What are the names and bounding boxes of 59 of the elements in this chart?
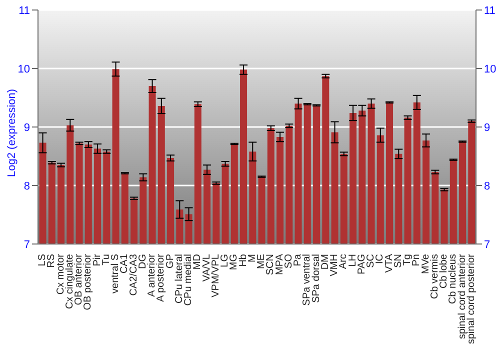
x-tick-label: VA/VL: [201, 254, 212, 282]
x-tick-label: GP: [164, 254, 176, 268]
y2-tick-label: 11: [484, 4, 496, 17]
y2-tick-label: 7: [484, 238, 490, 251]
x-tick-label: SPa dorsal: [310, 254, 322, 303]
x-tick-label: Tg: [402, 254, 414, 266]
x-tick-label: OB posterior: [82, 253, 94, 310]
x-tick-label: MD: [192, 254, 204, 270]
x-tick-label: VPM/VPL: [210, 254, 222, 298]
y2-tick-label: 9: [484, 122, 490, 134]
y2-tick-label: 8: [484, 180, 490, 192]
x-tick-label: CA1: [119, 254, 130, 274]
y-tick-label: 7: [24, 238, 30, 251]
x-tick-label: SC: [366, 254, 377, 268]
x-tick-label: Cb vermis: [429, 254, 440, 300]
x-tick-label: SO: [283, 254, 294, 268]
x-tick-label: M: [246, 254, 258, 262]
x-tick-label: ventral S: [110, 254, 122, 294]
x-tick-label: Pa: [292, 254, 304, 266]
x-tick-label: Pn: [411, 254, 422, 266]
x-tick-label: ME: [256, 254, 268, 269]
x-tick-label: SCN: [265, 254, 276, 276]
x-tick-label: RS: [46, 254, 58, 268]
x-tick-label: MVe: [420, 254, 432, 274]
y-axis-title: Log2 (expression): [6, 88, 18, 177]
x-tick-label: PAG: [356, 254, 368, 274]
y-tick-label: 10: [18, 63, 30, 76]
x-tick-label: Cb nucleus: [448, 254, 459, 304]
x-tick-label: MPA: [274, 254, 286, 275]
x-tick-label: A anterior: [146, 253, 158, 297]
x-tick-label: Arc: [338, 254, 350, 269]
x-tick-label: IC: [374, 254, 386, 264]
x-tick-label: Pir: [92, 253, 103, 266]
x-tick-label: CPu lateral: [174, 254, 185, 304]
x-tick-label: MG: [228, 254, 240, 270]
x-tick-label: LS: [37, 254, 48, 266]
x-tick-label: CA2/CA3: [128, 254, 140, 296]
y2-tick-label: 10: [484, 63, 496, 76]
y-tick-label: 11: [18, 4, 30, 17]
x-tick-label: Hb: [238, 254, 249, 267]
x-tick-label: CPu medial: [183, 254, 194, 306]
x-tick-label: Cx cingulate: [64, 254, 76, 310]
y-tick-label: 8: [24, 180, 30, 192]
x-tick-label: VTA: [384, 254, 395, 273]
x-tick-label: Cb lobe: [438, 254, 450, 288]
x-tick-label: spinal cord anterior: [456, 253, 468, 340]
x-tick-label: LH: [347, 254, 358, 267]
x-tick-label: OB anterior: [74, 253, 85, 306]
x-tick-label: SPa ventral: [302, 254, 313, 306]
x-tick-label: A posterior: [156, 253, 167, 302]
x-tick-label: DM: [320, 254, 331, 270]
x-tick-label: spinal cord posterior: [466, 253, 477, 344]
x-tick-label: Cx motor: [55, 253, 66, 295]
x-tick-label: VMH: [329, 254, 340, 276]
x-tick-label: DG: [137, 254, 148, 269]
y-tick-label: 9: [24, 122, 30, 134]
x-tick-label: Tu: [100, 254, 112, 266]
x-tick-label: SN: [392, 254, 404, 268]
x-tick-label: LG: [220, 254, 231, 268]
